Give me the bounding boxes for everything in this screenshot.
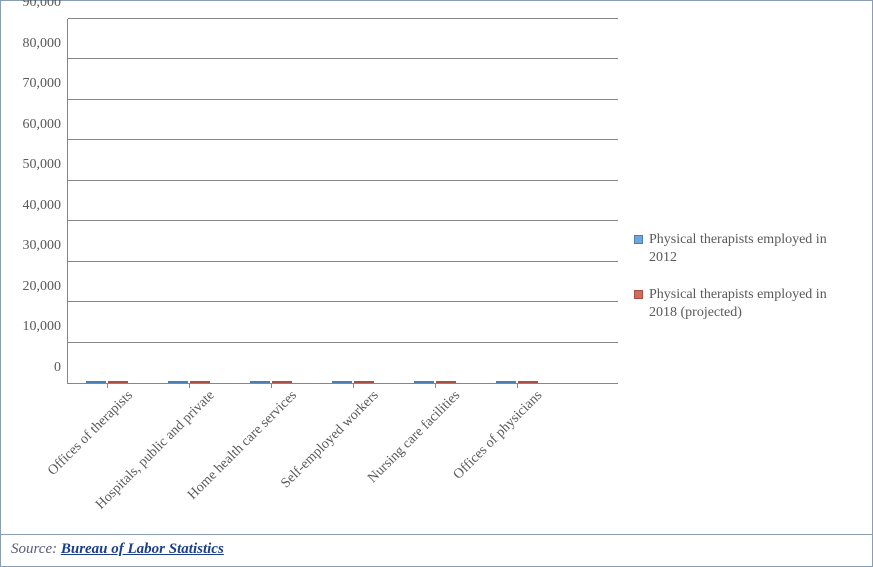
y-tick-label: 70,000: [23, 76, 62, 92]
chart-area: 0 10,000 20,000 30,000 40,000 50,000 60,000 70,…: [11, 19, 618, 534]
source-line: Source: Bureau of Labor Statistics: [1, 534, 872, 566]
gridline: [68, 180, 618, 181]
y-tick-label: 0: [54, 360, 61, 376]
legend-label: Physical therapists employed in 2012: [649, 231, 858, 267]
bar: [414, 381, 434, 383]
y-tick-label: 10,000: [23, 319, 62, 335]
legend-item-2018: Physical therapists employed in 2018 (pr…: [634, 286, 858, 322]
gridline: [68, 301, 618, 302]
gridline: [68, 18, 618, 19]
legend-label: Physical therapists employed in 2018 (pr…: [649, 286, 858, 322]
legend-swatch-icon: [634, 290, 643, 299]
y-tick-label: 20,000: [23, 279, 62, 295]
source-link[interactable]: Bureau of Labor Statistics: [61, 541, 224, 557]
y-tick-label: 80,000: [23, 36, 62, 52]
y-tick-label: 40,000: [23, 198, 62, 214]
y-tick-label: 30,000: [23, 238, 62, 254]
bar: [436, 381, 456, 383]
plot-area: [67, 19, 618, 384]
bar: [168, 381, 188, 383]
bar: [250, 381, 270, 383]
y-tick-label: 60,000: [23, 117, 62, 133]
bar: [496, 381, 516, 383]
gridline: [68, 99, 618, 100]
legend-item-2012: Physical therapists employed in 2012: [634, 231, 858, 267]
x-tick-label: Offices of physicians: [451, 388, 546, 483]
source-prefix: Source:: [11, 541, 61, 557]
gridline: [68, 342, 618, 343]
bar: [190, 381, 210, 383]
x-tick-label: Nursing care facilities: [365, 388, 464, 487]
plot-row: 0 10,000 20,000 30,000 40,000 50,000 60,000 70,…: [11, 19, 618, 384]
legend: Physical therapists employed in 2012 Phy…: [618, 19, 858, 534]
x-tick-label: Offices of therapists: [45, 388, 136, 479]
bar: [108, 381, 128, 383]
y-tick-label: 50,000: [23, 157, 62, 173]
legend-swatch-icon: [634, 235, 643, 244]
bar: [272, 381, 292, 383]
bar: [86, 381, 106, 383]
y-axis: 0 10,000 20,000 30,000 40,000 50,000 60,000 70,…: [11, 19, 67, 384]
gridline: [68, 139, 618, 140]
chart-container: 0 10,000 20,000 30,000 40,000 50,000 60,000 70,…: [0, 0, 873, 567]
bar: [332, 381, 352, 383]
gridline: [68, 261, 618, 262]
gridline: [68, 220, 618, 221]
y-tick-label: 90,000: [23, 0, 62, 11]
bar: [518, 381, 538, 383]
x-axis-labels: Offices of therapistsHospitals, public a…: [67, 384, 618, 534]
chart-body: 0 10,000 20,000 30,000 40,000 50,000 60,000 70,…: [1, 1, 872, 534]
gridline: [68, 58, 618, 59]
bar: [354, 381, 374, 383]
